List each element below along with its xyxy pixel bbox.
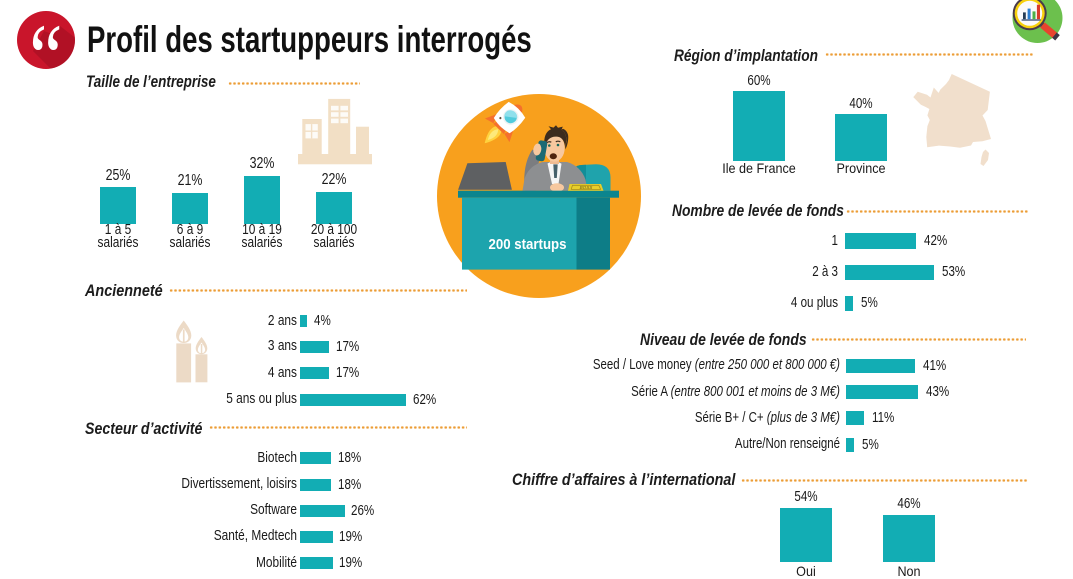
svg-text:200 startups: 200 startups xyxy=(489,236,567,253)
svg-text:“: “ xyxy=(29,8,62,72)
svg-text:BOSS: BOSS xyxy=(580,185,594,190)
